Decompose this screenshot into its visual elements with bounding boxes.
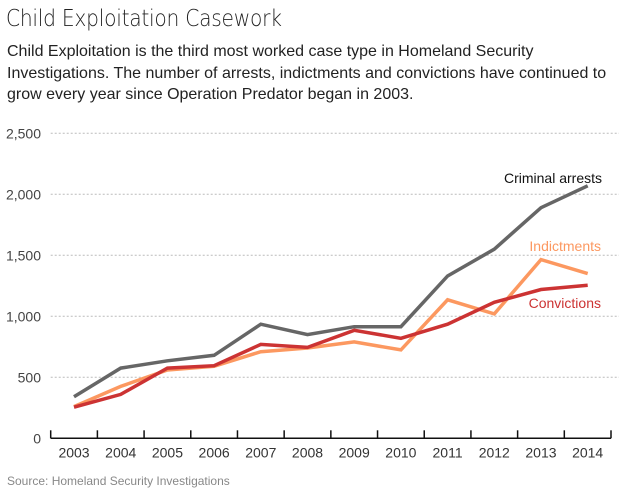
x-tick-label-2005: 2005 [152, 444, 183, 460]
y-tick-label-2000: 2,000 [6, 186, 41, 202]
series-labels: Criminal arrests Indictments Convictions [504, 170, 602, 311]
x-tick-label-2004: 2004 [105, 444, 136, 460]
y-tick-label-500: 500 [18, 369, 42, 385]
series-lines [73, 184, 589, 409]
y-tick-label-0: 0 [33, 430, 41, 446]
x-tick-label-2012: 2012 [479, 444, 510, 460]
x-tick-label-2006: 2006 [199, 444, 230, 460]
x-tick-label-2009: 2009 [339, 444, 370, 460]
series-label-convictions: Convictions [529, 295, 601, 311]
x-tick-label-2007: 2007 [245, 444, 276, 460]
x-tick-label-2008: 2008 [292, 444, 323, 460]
series-label-indictments: Indictments [529, 238, 601, 254]
source-note: Source: Homeland Security Investigations [7, 474, 230, 488]
series-line-indictments [73, 257, 589, 409]
x-tick-label-2014: 2014 [572, 444, 603, 460]
series-line-convictions [73, 283, 588, 409]
y-axis-ticks: 0 500 1,000 1,500 2,000 2,500 [6, 125, 41, 446]
series-label-criminal-arrests: Criminal arrests [504, 170, 602, 186]
x-tick-label-2003: 2003 [58, 444, 89, 460]
x-tick-label-2013: 2013 [525, 444, 556, 460]
x-tick-label-2010: 2010 [385, 444, 416, 460]
gridlines [50, 132, 619, 378]
y-tick-label-1000: 1,000 [6, 308, 41, 324]
x-tick-label-2011: 2011 [433, 444, 463, 460]
y-tick-label-2500: 2,500 [6, 125, 41, 141]
chart-title: Child Exploitation Casework [6, 6, 282, 32]
chart-subtitle: Child Exploitation is the third most wor… [7, 43, 607, 103]
y-tick-label-1500: 1,500 [6, 247, 41, 263]
x-axis: 2003 2004 2005 2006 2007 2008 2009 2010 2011 2012… [49, 430, 612, 460]
series-line-criminal-arrests [73, 184, 589, 399]
